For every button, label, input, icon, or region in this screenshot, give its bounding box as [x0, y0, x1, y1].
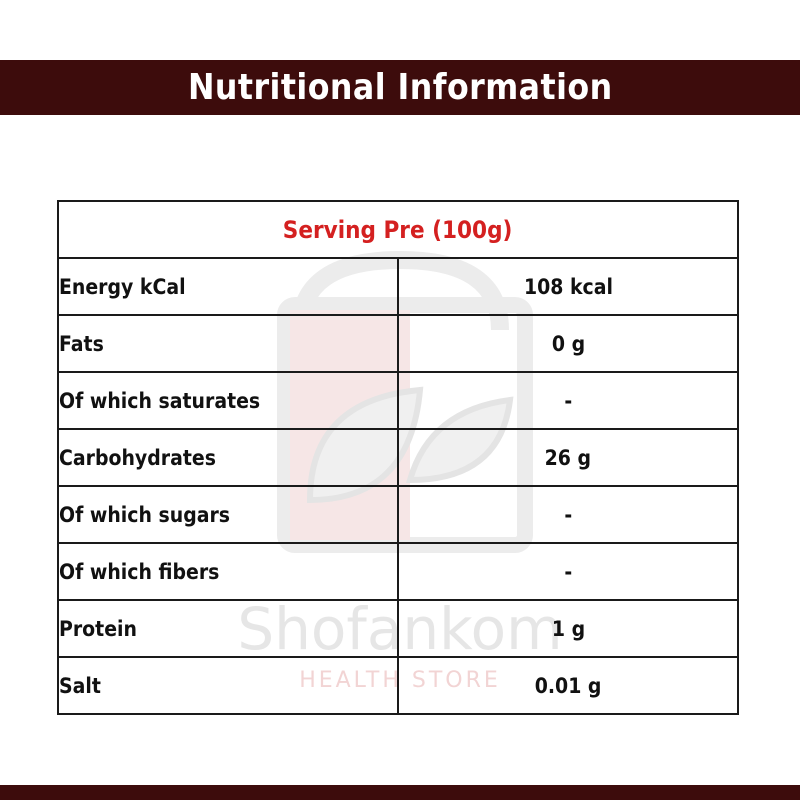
row-label-text: Of which sugars [59, 502, 231, 527]
nutrition-table: Serving Pre (100g) Energy kCal 108 kcal … [57, 200, 739, 715]
row-value: - [397, 371, 739, 430]
row-value: 0.01 g [397, 656, 739, 715]
row-label: Energy kCal [57, 257, 399, 316]
title-banner: Nutritional Information [0, 60, 800, 115]
row-value-text: 0 g [551, 331, 585, 356]
bottom-bar [0, 785, 800, 800]
serving-header: Serving Pre (100g) [57, 200, 739, 259]
row-value: 26 g [397, 428, 739, 487]
row-value-text: - [564, 388, 572, 413]
row-value: 0 g [397, 314, 739, 373]
table-row: Salt 0.01 g [57, 656, 739, 715]
table-row: Carbohydrates 26 g [57, 428, 739, 487]
row-value: - [397, 485, 739, 544]
row-value-text: - [564, 502, 572, 527]
table-row: Of which sugars - [57, 485, 739, 544]
table-row: Of which fibers - [57, 542, 739, 601]
row-label-text: Carbohydrates [59, 445, 216, 470]
row-label: Of which saturates [57, 371, 399, 430]
row-value: - [397, 542, 739, 601]
row-label-text: Of which saturates [59, 388, 261, 413]
row-label: Protein [57, 599, 399, 658]
table-row: Of which saturates - [57, 371, 739, 430]
row-value-text: 26 g [544, 445, 592, 470]
row-label-text: Energy kCal [59, 274, 186, 299]
page-title: Nutritional Information [187, 67, 613, 108]
row-value-text: - [564, 559, 572, 584]
row-label: Fats [57, 314, 399, 373]
row-label-text: Of which fibers [59, 559, 220, 584]
row-label: Carbohydrates [57, 428, 399, 487]
row-label-text: Fats [59, 331, 104, 356]
row-label-text: Protein [59, 616, 137, 641]
row-value-text: 108 kcal [523, 274, 613, 299]
row-label: Salt [57, 656, 399, 715]
serving-header-text: Serving Pre (100g) [283, 215, 513, 244]
row-label-text: Salt [59, 673, 101, 698]
row-label: Of which sugars [57, 485, 399, 544]
table-row: Protein 1 g [57, 599, 739, 658]
table-row: Energy kCal 108 kcal [57, 257, 739, 316]
table-row: Fats 0 g [57, 314, 739, 373]
row-label: Of which fibers [57, 542, 399, 601]
row-value: 1 g [397, 599, 739, 658]
row-value: 108 kcal [397, 257, 739, 316]
row-value-text: 1 g [551, 616, 585, 641]
row-value-text: 0.01 g [534, 673, 602, 698]
